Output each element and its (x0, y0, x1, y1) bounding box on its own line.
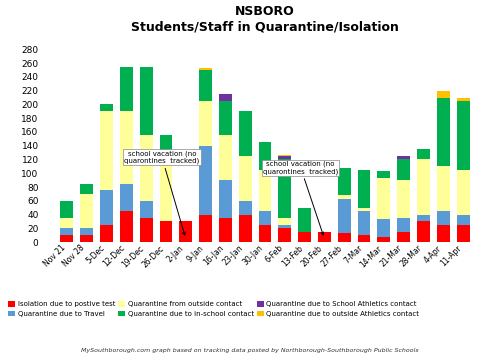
Bar (397, 159, 410, 180)
Bar (278, 228, 291, 242)
Bar (417, 221, 430, 242)
Bar (160, 159, 172, 221)
Bar (278, 218, 291, 225)
Bar (417, 215, 430, 221)
Bar (437, 225, 450, 242)
Bar (278, 159, 291, 218)
Bar (60, 201, 74, 218)
Bar (219, 218, 232, 242)
Bar (258, 211, 272, 225)
Legend: Isolation due to postive test, Quarantine due to Travel, Quarantine from outside: Isolation due to postive test, Quarantin… (8, 301, 419, 317)
Bar (80, 184, 93, 194)
Bar (120, 211, 133, 242)
Bar (140, 218, 152, 242)
Text: MySouthborough.com graph based on tracking data posted by Northborough-Southboro: MySouthborough.com graph based on tracki… (81, 349, 419, 354)
Bar (219, 101, 232, 135)
Bar (397, 218, 410, 232)
Bar (437, 166, 450, 211)
Bar (219, 180, 232, 218)
Bar (80, 235, 93, 242)
Bar (140, 201, 152, 218)
Bar (437, 91, 450, 98)
Bar (219, 135, 232, 180)
Bar (278, 155, 291, 156)
Bar (140, 67, 152, 135)
Bar (417, 159, 430, 215)
Bar (338, 199, 350, 233)
Bar (199, 146, 212, 215)
Bar (180, 221, 192, 242)
Bar (199, 68, 212, 70)
Bar (100, 104, 113, 111)
Bar (140, 135, 152, 201)
Bar (298, 232, 311, 242)
Bar (160, 221, 172, 242)
Bar (120, 111, 133, 184)
Bar (358, 208, 370, 211)
Bar (80, 194, 93, 228)
Bar (318, 232, 331, 242)
Bar (338, 168, 350, 195)
Bar (338, 195, 350, 199)
Bar (298, 208, 311, 232)
Bar (199, 101, 212, 146)
Text: school vacation (no
quarontines  tracked): school vacation (no quarontines tracked) (263, 161, 338, 235)
Bar (160, 135, 172, 159)
Bar (239, 201, 252, 215)
Bar (120, 67, 133, 111)
Bar (456, 215, 469, 225)
Bar (378, 219, 390, 237)
Bar (437, 98, 450, 166)
Bar (338, 233, 350, 242)
Bar (397, 156, 410, 159)
Bar (239, 215, 252, 242)
Bar (358, 170, 370, 208)
Bar (239, 156, 252, 201)
Bar (120, 184, 133, 211)
Bar (358, 211, 370, 235)
Bar (258, 225, 272, 242)
Bar (100, 225, 113, 242)
Bar (60, 228, 74, 235)
Bar (456, 225, 469, 242)
Title: NSBORO
Students/Staff in Quarantine/Isolation: NSBORO Students/Staff in Quarantine/Isol… (131, 5, 399, 33)
Text: school vacation (no
quarontines  tracked): school vacation (no quarontines tracked) (124, 151, 200, 235)
Bar (60, 235, 74, 242)
Bar (258, 170, 272, 211)
Bar (456, 170, 469, 215)
Bar (378, 178, 390, 219)
Bar (417, 149, 430, 159)
Bar (199, 70, 212, 101)
Bar (60, 218, 74, 228)
Bar (199, 215, 212, 242)
Bar (258, 142, 272, 170)
Bar (378, 171, 390, 178)
Bar (239, 111, 252, 156)
Bar (456, 101, 469, 170)
Bar (437, 211, 450, 225)
Bar (397, 232, 410, 242)
Bar (358, 235, 370, 242)
Bar (219, 94, 232, 101)
Bar (278, 156, 291, 159)
Bar (378, 237, 390, 242)
Bar (397, 180, 410, 218)
Bar (100, 111, 113, 190)
Bar (278, 225, 291, 228)
Bar (100, 190, 113, 225)
Bar (456, 98, 469, 101)
Bar (80, 228, 93, 235)
